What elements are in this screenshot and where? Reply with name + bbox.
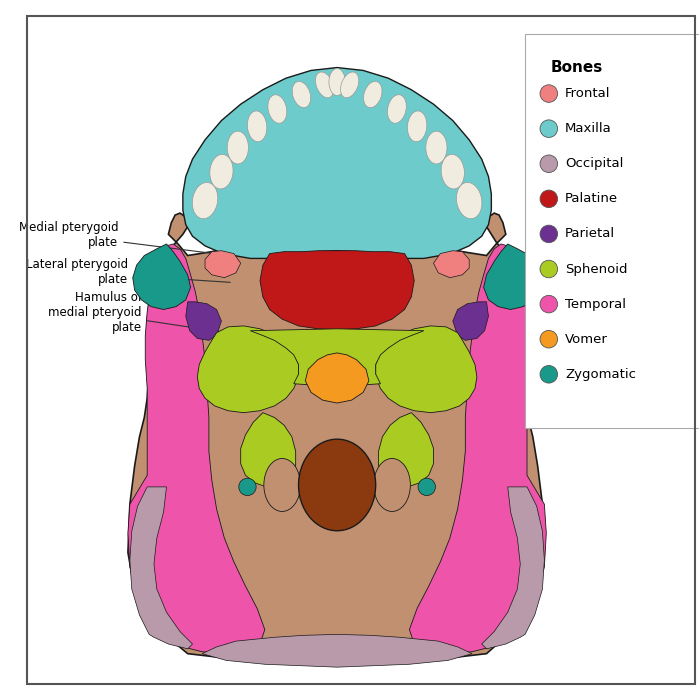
- Polygon shape: [128, 244, 265, 654]
- Circle shape: [418, 478, 435, 496]
- Text: Occipital: Occipital: [565, 158, 624, 170]
- Polygon shape: [410, 244, 546, 654]
- Text: Sphenoid: Sphenoid: [565, 262, 627, 276]
- Ellipse shape: [340, 72, 359, 98]
- Circle shape: [540, 365, 558, 383]
- Polygon shape: [482, 487, 545, 649]
- Text: Maxilla: Maxilla: [565, 122, 612, 135]
- Text: Temporal: Temporal: [565, 298, 626, 311]
- Polygon shape: [202, 634, 472, 667]
- Text: Parietal: Parietal: [565, 228, 615, 240]
- Polygon shape: [305, 353, 369, 403]
- Ellipse shape: [268, 94, 287, 123]
- Polygon shape: [133, 244, 190, 309]
- Polygon shape: [186, 302, 221, 340]
- Ellipse shape: [316, 72, 334, 98]
- Text: Zygomatic: Zygomatic: [565, 368, 636, 381]
- Circle shape: [540, 85, 558, 102]
- Circle shape: [540, 155, 558, 172]
- Ellipse shape: [407, 111, 427, 141]
- Ellipse shape: [210, 154, 233, 189]
- Text: Medial pterygoid
plate: Medial pterygoid plate: [19, 221, 227, 255]
- Ellipse shape: [426, 131, 447, 164]
- Text: Vomer: Vomer: [565, 332, 608, 346]
- Circle shape: [239, 478, 256, 496]
- Polygon shape: [241, 413, 295, 487]
- Polygon shape: [128, 213, 545, 664]
- Polygon shape: [205, 251, 241, 278]
- Ellipse shape: [247, 111, 267, 141]
- Ellipse shape: [387, 94, 406, 123]
- Polygon shape: [260, 251, 414, 330]
- Text: Hamulus of
medial pteryoid
plate: Hamulus of medial pteryoid plate: [48, 291, 227, 335]
- Circle shape: [540, 190, 558, 208]
- Ellipse shape: [298, 439, 376, 531]
- Circle shape: [540, 225, 558, 243]
- Polygon shape: [251, 329, 424, 386]
- Ellipse shape: [456, 183, 482, 218]
- Text: Lateral pterygoid
plate: Lateral pterygoid plate: [27, 258, 230, 286]
- Polygon shape: [376, 326, 477, 413]
- Polygon shape: [197, 326, 298, 413]
- Circle shape: [540, 260, 558, 278]
- Polygon shape: [183, 67, 491, 258]
- Polygon shape: [130, 487, 192, 649]
- Polygon shape: [453, 302, 489, 340]
- Polygon shape: [379, 413, 433, 487]
- Circle shape: [540, 295, 558, 313]
- Ellipse shape: [329, 69, 345, 95]
- Circle shape: [540, 330, 558, 348]
- Ellipse shape: [193, 183, 218, 218]
- FancyBboxPatch shape: [524, 34, 700, 428]
- Polygon shape: [484, 244, 542, 309]
- Text: Palatine: Palatine: [565, 193, 618, 205]
- Ellipse shape: [292, 81, 311, 108]
- Ellipse shape: [264, 458, 300, 512]
- Ellipse shape: [374, 458, 410, 512]
- Text: Frontal: Frontal: [565, 87, 610, 100]
- Circle shape: [540, 120, 558, 137]
- Ellipse shape: [228, 131, 248, 164]
- Ellipse shape: [363, 81, 382, 108]
- Text: Bones: Bones: [550, 60, 603, 75]
- Ellipse shape: [441, 154, 464, 189]
- Polygon shape: [433, 251, 469, 278]
